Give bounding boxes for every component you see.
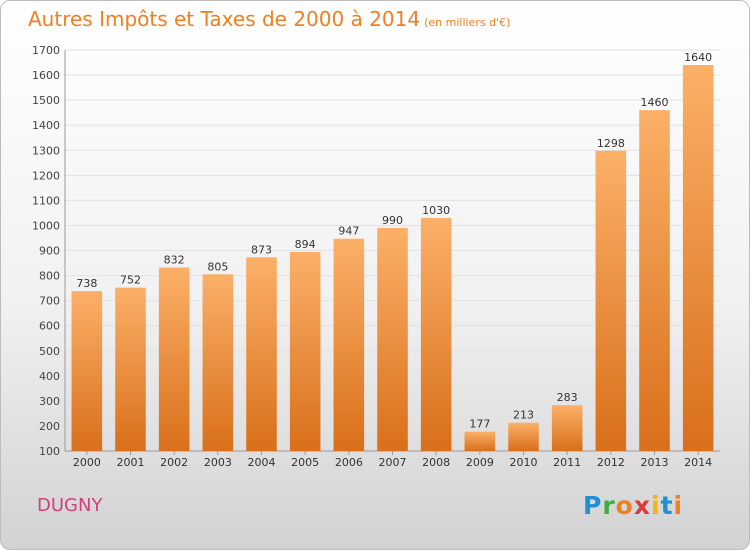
x-tick-label: 2001 xyxy=(117,456,145,469)
x-tick-label: 2011 xyxy=(553,456,581,469)
x-tick-label: 2005 xyxy=(291,456,319,469)
x-tick-label: 2014 xyxy=(684,456,712,469)
bar-2006 xyxy=(333,238,365,451)
bar-2013 xyxy=(639,110,670,452)
bar-2004 xyxy=(246,257,277,451)
y-tick-label: 800 xyxy=(39,270,60,283)
y-tick-label: 1500 xyxy=(32,94,60,107)
y-tick-label: 700 xyxy=(39,295,60,308)
logo-letter: t xyxy=(660,491,674,520)
proxiti-logo: Proxiti xyxy=(583,491,683,520)
bar-2000 xyxy=(71,291,103,451)
bar-2008 xyxy=(420,217,452,451)
y-tick-label: 1100 xyxy=(32,194,60,207)
x-tick-label: 2000 xyxy=(73,456,101,469)
chart-title-text: Autres Impôts et Taxes de 2000 à 2014 xyxy=(28,7,421,31)
logo-letter: P xyxy=(583,491,603,520)
bar-2005 xyxy=(289,252,321,451)
x-tick-label: 2003 xyxy=(204,456,232,469)
bar-2011 xyxy=(551,405,583,451)
axes: 100 200 300 400 500 600 700 800 900 1000 1100 1200 1… xyxy=(32,44,720,469)
x-tick-label: 2007 xyxy=(379,456,407,469)
logo-letter: r xyxy=(602,491,616,520)
chart-title: Autres Impôts et Taxes de 2000 à 2014 (en… xyxy=(28,7,510,31)
bars xyxy=(71,65,714,452)
data-label: 947 xyxy=(338,225,359,238)
bar-2002 xyxy=(158,267,190,451)
data-label: 177 xyxy=(469,418,490,431)
y-tick-label: 200 xyxy=(39,420,60,433)
y-tick-label: 1300 xyxy=(32,144,60,157)
y-tick-label: 1600 xyxy=(32,69,60,82)
x-tick-label: 2012 xyxy=(597,456,625,469)
logo-letter: o xyxy=(615,491,634,520)
bar-2001 xyxy=(115,287,146,451)
y-tick-label: 500 xyxy=(39,345,60,358)
x-tick-label: 2009 xyxy=(466,456,494,469)
logo-letter: i xyxy=(673,491,684,520)
chart-unit: (en milliers d'€) xyxy=(424,16,511,29)
data-label: 1030 xyxy=(422,204,450,217)
x-tick-label: 2013 xyxy=(641,456,669,469)
y-tick-label: 1400 xyxy=(32,119,60,132)
x-tick-label: 2002 xyxy=(160,456,188,469)
town-name: DUGNY xyxy=(37,495,103,516)
y-tick-label: 300 xyxy=(39,395,60,408)
data-label: 990 xyxy=(382,214,403,227)
x-tick-label: 2004 xyxy=(248,456,276,469)
logo-letter: x xyxy=(633,491,651,520)
x-tick-label: 2008 xyxy=(422,456,450,469)
data-label: 894 xyxy=(295,238,316,251)
data-labels: 738 752 832 805 873 894 947 990 1030 177 213 283 129… xyxy=(76,51,712,431)
bar-2012 xyxy=(595,150,627,451)
data-label: 752 xyxy=(120,274,141,287)
data-label: 1460 xyxy=(641,96,669,109)
data-label: 283 xyxy=(557,391,578,404)
data-label: 738 xyxy=(76,277,97,290)
bar-2010 xyxy=(508,422,539,451)
y-tick-label: 600 xyxy=(39,320,60,333)
data-label: 873 xyxy=(251,243,272,256)
data-label: 832 xyxy=(164,254,185,267)
bar-2014 xyxy=(682,65,714,451)
y-tick-label: 100 xyxy=(39,445,60,458)
bar-2007 xyxy=(377,227,408,451)
data-label: 1640 xyxy=(684,51,712,64)
data-label: 1298 xyxy=(597,137,625,150)
data-label: 805 xyxy=(207,260,228,273)
logo-letter: i xyxy=(651,491,661,520)
y-tick-label: 900 xyxy=(39,245,60,258)
x-tick-label: 2006 xyxy=(335,456,363,469)
bar-2009 xyxy=(464,431,496,451)
y-tick-label: 1200 xyxy=(32,169,60,182)
y-tick-label: 1700 xyxy=(32,44,60,57)
y-tick-label: 400 xyxy=(39,370,60,383)
bar-2003 xyxy=(202,274,234,451)
x-tick-label: 2010 xyxy=(510,456,538,469)
y-tick-label: 1000 xyxy=(32,219,60,232)
data-label: 213 xyxy=(513,409,534,422)
